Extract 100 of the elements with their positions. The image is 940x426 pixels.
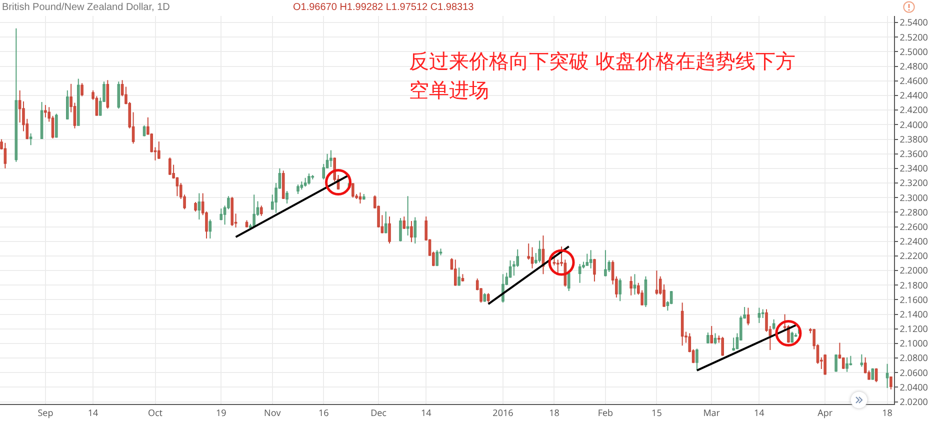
candlestick [106, 80, 110, 110]
y-tick-label: 2.0800 [900, 351, 928, 364]
y-tick-label: 2.3600 [900, 146, 928, 160]
y-tick-label: 2.3400 [900, 162, 928, 175]
point [548, 249, 575, 276]
candlestick [362, 193, 366, 200]
candlestick [194, 201, 197, 212]
x-tick-label: 14 [420, 406, 432, 419]
x-tick-label: 14 [88, 406, 98, 419]
candlestick [758, 307, 761, 324]
candlestick [630, 276, 632, 296]
y-tick-label: 2.4400 [900, 88, 928, 102]
candlestick [308, 173, 310, 185]
y-tick-label: 2.4800 [900, 59, 928, 72]
candlestick [618, 278, 622, 302]
candlestick [721, 336, 724, 356]
candlestick [399, 218, 402, 242]
candlestick [593, 258, 596, 282]
candlestick [384, 210, 388, 234]
candlestick [388, 216, 391, 244]
candlestick [220, 208, 223, 221]
candlestick [436, 250, 438, 267]
candlestick [44, 104, 47, 118]
candlestick [230, 196, 234, 227]
y-tick-label: 2.2000 [900, 264, 928, 277]
x-tick-label: 2016 [492, 406, 514, 419]
y-tick-label: 2.1800 [900, 278, 928, 292]
candlestick [158, 140, 160, 160]
candlestick [834, 354, 838, 372]
candlestick [486, 292, 490, 304]
candlestick [198, 192, 201, 220]
candlestick [80, 82, 84, 97]
y-tick-label: 2.1200 [900, 322, 928, 336]
candlestick [586, 253, 589, 266]
candlestick [714, 332, 717, 345]
candlestick [461, 274, 464, 282]
chart-title: British Pound/New Zealand Dollar, 1D [2, 2, 170, 13]
y-tick-label: 2.5000 [900, 44, 928, 58]
candlestick [454, 259, 457, 286]
candlestick [352, 182, 354, 198]
candlestick [589, 250, 592, 269]
candlestick [252, 194, 256, 228]
candlestick [117, 81, 120, 110]
point [775, 320, 802, 346]
candlestick [76, 78, 80, 126]
y-tick-label: 2.3200 [900, 176, 928, 190]
y-tick-label: 2.0200 [900, 394, 928, 408]
candlestick [55, 113, 58, 138]
x-tick-label: 14 [754, 406, 764, 419]
y-tick-label: 2.1000 [900, 336, 928, 350]
candlestick [578, 263, 582, 284]
x-tick-label: 18 [882, 406, 892, 419]
candlestick [530, 246, 534, 269]
candlestick [406, 196, 410, 236]
candlestick [414, 216, 417, 244]
y-tick-label: 2.5400 [900, 16, 928, 29]
candlestick [66, 90, 69, 120]
y-tick-label: 2.0400 [900, 380, 928, 394]
x-tick-label: 19 [216, 406, 226, 419]
candlestick [710, 325, 713, 344]
x-tick-label: Oct [148, 406, 163, 419]
x-tick-label: Apr [818, 406, 833, 419]
candlestick [296, 184, 300, 194]
y-tick-label: 2.3000 [900, 190, 928, 204]
x-tick-label: Mar [703, 406, 720, 419]
chart-subtitle: O1.96670 H1.99282 L1.97512 C1.98313 [293, 2, 474, 13]
x-tick-label: 18 [549, 406, 560, 419]
x-tick-label: Nov [264, 406, 282, 419]
candlestick [732, 337, 735, 352]
y-tick-label: 2.1400 [900, 307, 928, 320]
x-tick-label: 16 [318, 406, 329, 419]
candlestick [542, 235, 545, 275]
x-tick-label: Feb [598, 406, 614, 419]
candlestick [846, 356, 848, 372]
y-tick-label: 2.0600 [900, 366, 928, 379]
candlestick [304, 177, 307, 188]
candlestick [330, 150, 332, 168]
y-tick-label: 2.4200 [900, 103, 928, 116]
candlestick [604, 250, 607, 277]
candlestick [14, 28, 18, 162]
x-tick-label: 15 [652, 406, 662, 419]
candlestick [567, 271, 570, 292]
candlestick [790, 331, 794, 344]
candlestick [644, 276, 648, 308]
candlestick [402, 216, 406, 230]
candlestick [286, 190, 288, 204]
candlestick [860, 354, 864, 368]
y-tick-label: 2.3800 [900, 132, 928, 146]
candlestick [282, 170, 285, 200]
annotation: 空单进场 [409, 78, 489, 102]
candlestick [890, 376, 892, 390]
candlestick [746, 307, 750, 326]
candlestick [245, 220, 248, 228]
candlestick [824, 354, 826, 376]
candlestick [29, 132, 32, 146]
candlestick [40, 102, 44, 140]
y-tick-label: 2.2800 [900, 205, 928, 218]
candlestick [208, 218, 212, 239]
candlestick [696, 348, 698, 371]
point [325, 169, 352, 196]
